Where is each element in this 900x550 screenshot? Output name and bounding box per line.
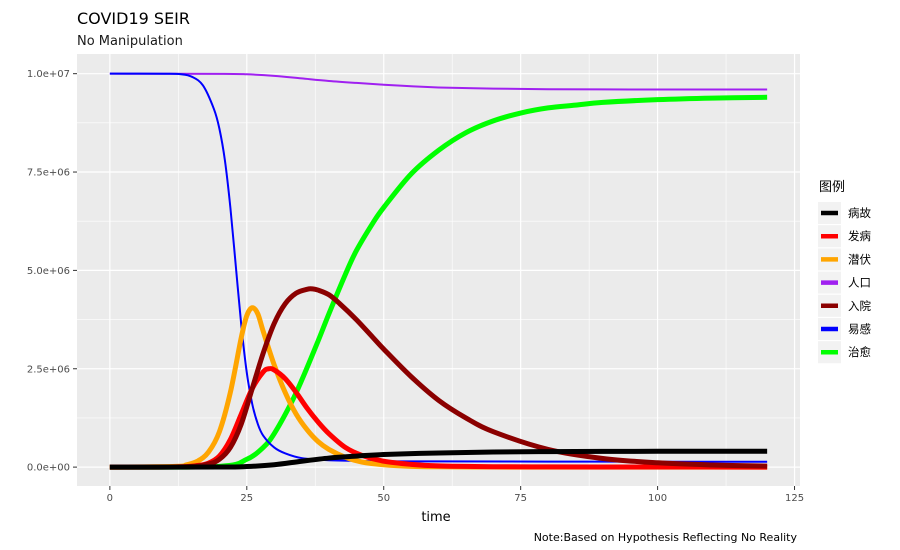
x-tick-label: 75 xyxy=(514,493,527,504)
y-tick-label: 2.5e+06 xyxy=(27,364,70,375)
legend-label: 入院 xyxy=(848,299,871,313)
legend-label: 病故 xyxy=(848,206,871,220)
x-tick-label: 100 xyxy=(648,493,667,504)
chart-caption: Note:Based on Hypothesis Reflecting No R… xyxy=(534,531,798,544)
legend-label: 人口 xyxy=(848,276,871,290)
series-line xyxy=(109,366,768,470)
legend-label: 潜伏 xyxy=(848,252,871,266)
x-axis: 0 25 50 75 100 125 xyxy=(107,486,804,504)
series-line xyxy=(109,286,768,470)
series-line xyxy=(109,72,768,91)
series-line xyxy=(109,448,768,470)
legend-label: 治愈 xyxy=(848,345,871,359)
chart-title: COVID19 SEIR xyxy=(77,9,190,28)
series-lines xyxy=(109,72,768,470)
legend-label: 易感 xyxy=(848,322,871,336)
x-tick-label: 125 xyxy=(785,493,804,504)
y-tick-label: 1.0e+07 xyxy=(27,69,70,80)
legend-label: 发病 xyxy=(848,229,871,243)
plot-panel xyxy=(77,54,800,486)
y-tick-label: 0.0e+00 xyxy=(27,463,70,474)
x-tick-label: 25 xyxy=(240,493,253,504)
x-axis-title: time xyxy=(421,510,450,525)
y-tick-label: 7.5e+06 xyxy=(27,168,70,179)
y-axis: 0.0e+00 2.5e+06 5.0e+06 7.5e+06 1.0e+07 xyxy=(27,69,77,474)
legend-title: 图例 xyxy=(819,180,845,195)
x-tick-label: 50 xyxy=(377,493,390,504)
series-line xyxy=(109,72,768,463)
x-tick-label: 0 xyxy=(107,493,113,504)
chart-subtitle: No Manipulation xyxy=(77,34,183,49)
y-tick-label: 5.0e+06 xyxy=(27,266,70,277)
series-line xyxy=(109,94,768,470)
